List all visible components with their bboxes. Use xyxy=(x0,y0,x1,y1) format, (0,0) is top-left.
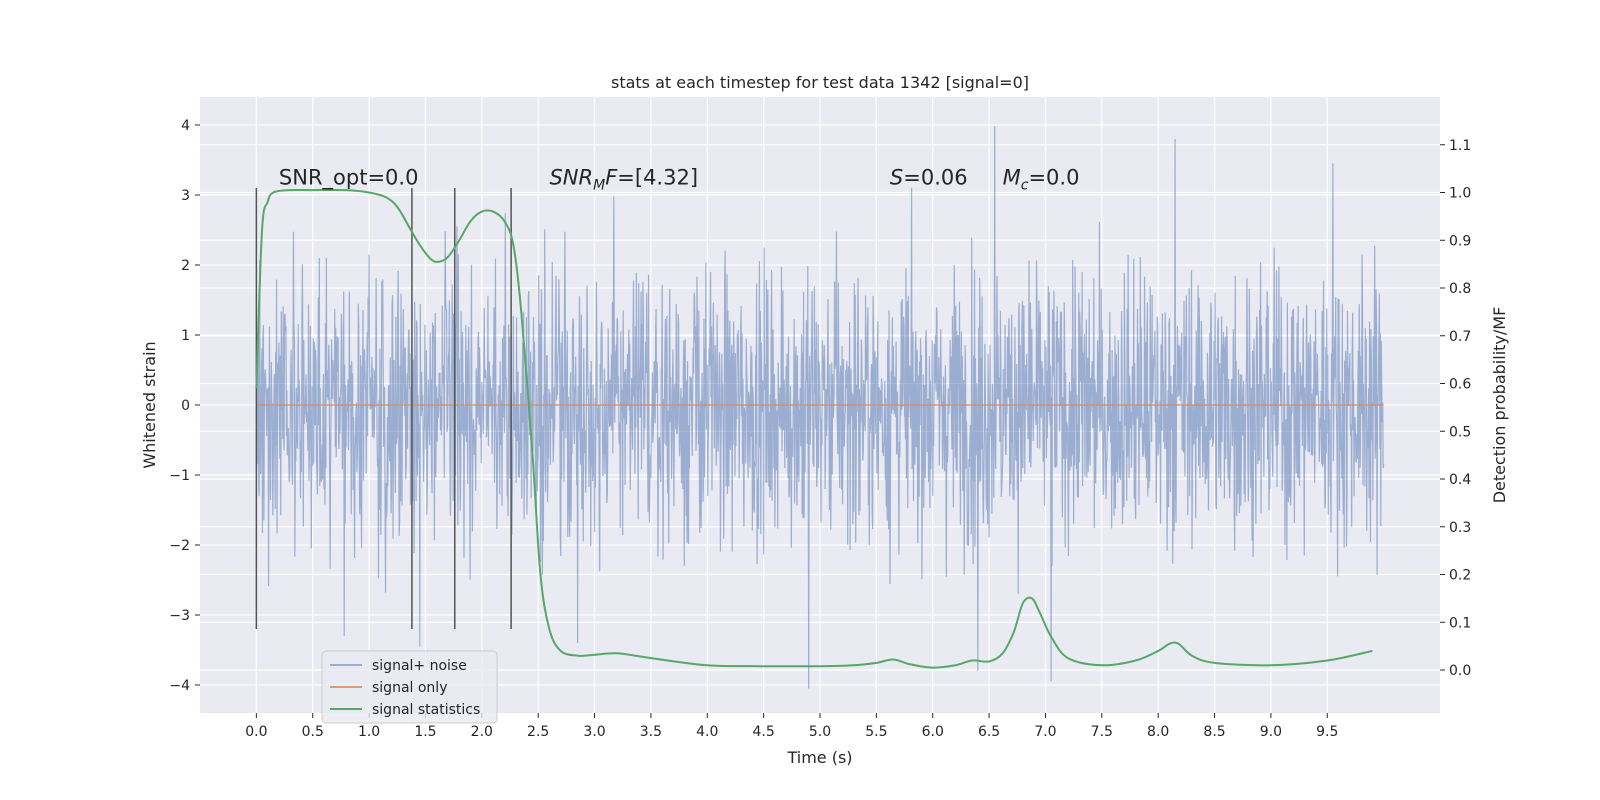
y2-tick-label: 0.9 xyxy=(1449,233,1471,249)
y-tick-label: −3 xyxy=(169,608,190,624)
x-tick-label: 0.5 xyxy=(302,724,324,740)
y-tick-label: 1 xyxy=(181,328,190,344)
annotation-snr-opt: SNR_opt=0.0 xyxy=(279,166,419,191)
annotation-part: SNR_opt=0.0 xyxy=(279,166,419,191)
y2-tick-label: 0.5 xyxy=(1449,424,1471,440)
x-tick-label: 5.5 xyxy=(865,724,887,740)
x-tick-label: 4.5 xyxy=(753,724,775,740)
annotation-part: =[4.32] xyxy=(617,166,698,190)
y-tick-label: −4 xyxy=(169,678,190,694)
y-tick-label: 3 xyxy=(181,188,190,204)
x-tick-label: 1.0 xyxy=(358,724,380,740)
y-axis-label: Whitened strain xyxy=(140,341,159,468)
legend-label: signal+ noise xyxy=(372,658,467,674)
x-tick-label: 5.0 xyxy=(809,724,831,740)
x-tick-label: 3.5 xyxy=(640,724,662,740)
y2-tick-label: 0.6 xyxy=(1449,377,1471,393)
legend-box xyxy=(321,650,498,724)
x-tick-label: 8.0 xyxy=(1147,724,1169,740)
annotation-part: =0.0 xyxy=(1028,166,1079,190)
series-signal-statistics xyxy=(255,188,1373,669)
annotation-part: M xyxy=(1003,166,1021,190)
x-tick-label: 0.0 xyxy=(245,724,267,740)
x-tick-label: 2.5 xyxy=(527,724,549,740)
y2-tick-label: 0.2 xyxy=(1449,568,1471,584)
annotation-s-stat: S=0.06 xyxy=(890,166,968,190)
x-tick-label: 2.0 xyxy=(471,724,493,740)
annotation-part: =0.06 xyxy=(903,166,967,190)
legend-label: signal only xyxy=(372,680,447,696)
x-tick-label: 9.0 xyxy=(1260,724,1282,740)
x-tick-label: 3.0 xyxy=(583,724,605,740)
x-tick-label: 6.5 xyxy=(978,724,1000,740)
y2-tick-label: 0.3 xyxy=(1449,520,1471,536)
legend: signal+ noise signal only signal statistic… xyxy=(321,650,498,724)
annotation-part: M xyxy=(593,178,605,194)
y2-tick-label: 1.1 xyxy=(1449,138,1471,154)
annotation-part: c xyxy=(1021,178,1029,194)
annotation-part: S xyxy=(890,166,903,190)
chart-title: stats at each timestep for test data 134… xyxy=(611,73,1029,92)
x-tick-label: 9.5 xyxy=(1316,724,1338,740)
y-tick-label: −2 xyxy=(169,538,190,554)
y2-tick-label: 0.8 xyxy=(1449,281,1471,297)
y-tick-label: 0 xyxy=(181,398,190,414)
x-tick-label: 4.0 xyxy=(696,724,718,740)
y2-tick-label: 0.0 xyxy=(1449,663,1471,679)
y2-tick-label: 1.0 xyxy=(1449,186,1471,202)
y2-tick-label: 0.1 xyxy=(1449,615,1471,631)
series-signal-noise xyxy=(255,126,1385,689)
annotation-mc: Mc=0.0 xyxy=(1003,166,1080,194)
y-tick-label: 4 xyxy=(181,118,190,134)
x-tick-label: 6.0 xyxy=(922,724,944,740)
annotation-part: F xyxy=(605,166,618,190)
x-tick-label: 7.0 xyxy=(1034,724,1056,740)
y-tick-label: −1 xyxy=(169,468,190,484)
y2-axis-label: Detection probability/MF xyxy=(1490,307,1509,504)
y-tick-label: 2 xyxy=(181,258,190,274)
x-tick-label: 7.5 xyxy=(1091,724,1113,740)
x-axis-label: Time (s) xyxy=(786,748,852,767)
x-tick-label: 1.5 xyxy=(414,724,436,740)
y2-tick-label: 0.7 xyxy=(1449,329,1471,345)
annotation-snr-mf: SNRMF=[4.32] xyxy=(549,166,698,194)
legend-label: signal statistics xyxy=(372,702,480,718)
annotation-part: SNR xyxy=(549,166,593,190)
x-tick-label: 8.5 xyxy=(1203,724,1225,740)
y2-tick-label: 0.4 xyxy=(1449,472,1471,488)
